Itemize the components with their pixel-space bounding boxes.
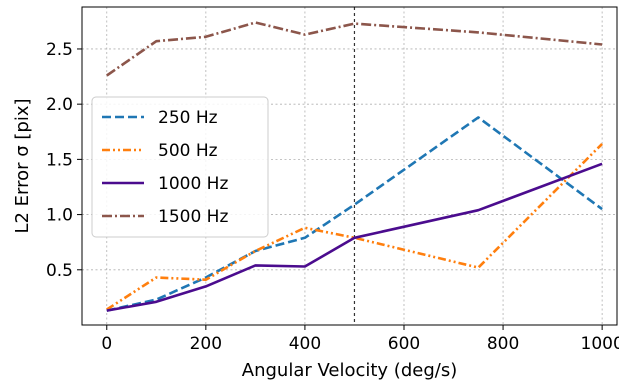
x-tick-label: 400 [289,334,321,354]
y-tick-label: 0.5 [46,261,73,281]
legend-label: 500 Hz [158,141,218,161]
legend-box [91,96,269,238]
x-tick-label: 200 [190,334,222,354]
x-axis-label: Angular Velocity (deg/s) [242,360,457,381]
x-tick-label: 800 [487,334,519,354]
legend-label: 1500 Hz [158,207,228,227]
series-line [106,116,603,312]
y-tick-label: 2.0 [46,95,73,115]
x-tick-label: 1000 [581,334,619,354]
legend: 250 Hz 500 Hz 1000 Hz 1500 Hz [91,96,269,238]
series-line [106,162,603,312]
y-axis-label: L2 Error σ [pix] [12,98,33,233]
legend-label: 250 Hz [158,108,218,128]
legend-label: 1000 Hz [158,174,228,194]
y-tick-label: 2.5 [46,40,73,60]
ticks: 0 200 400 600 800 1000 0.5 1.0 1.5 2.0 2.5 [46,40,619,354]
grid [82,7,617,325]
x-tick-label: 0 [101,334,112,354]
series-layer [106,21,604,312]
plot-frame [81,6,618,326]
series-line [106,21,603,77]
y-tick-label: 1.0 [46,206,73,226]
x-tick-label: 600 [388,334,420,354]
series-line [106,142,604,311]
y-tick-label: 1.5 [46,150,73,170]
